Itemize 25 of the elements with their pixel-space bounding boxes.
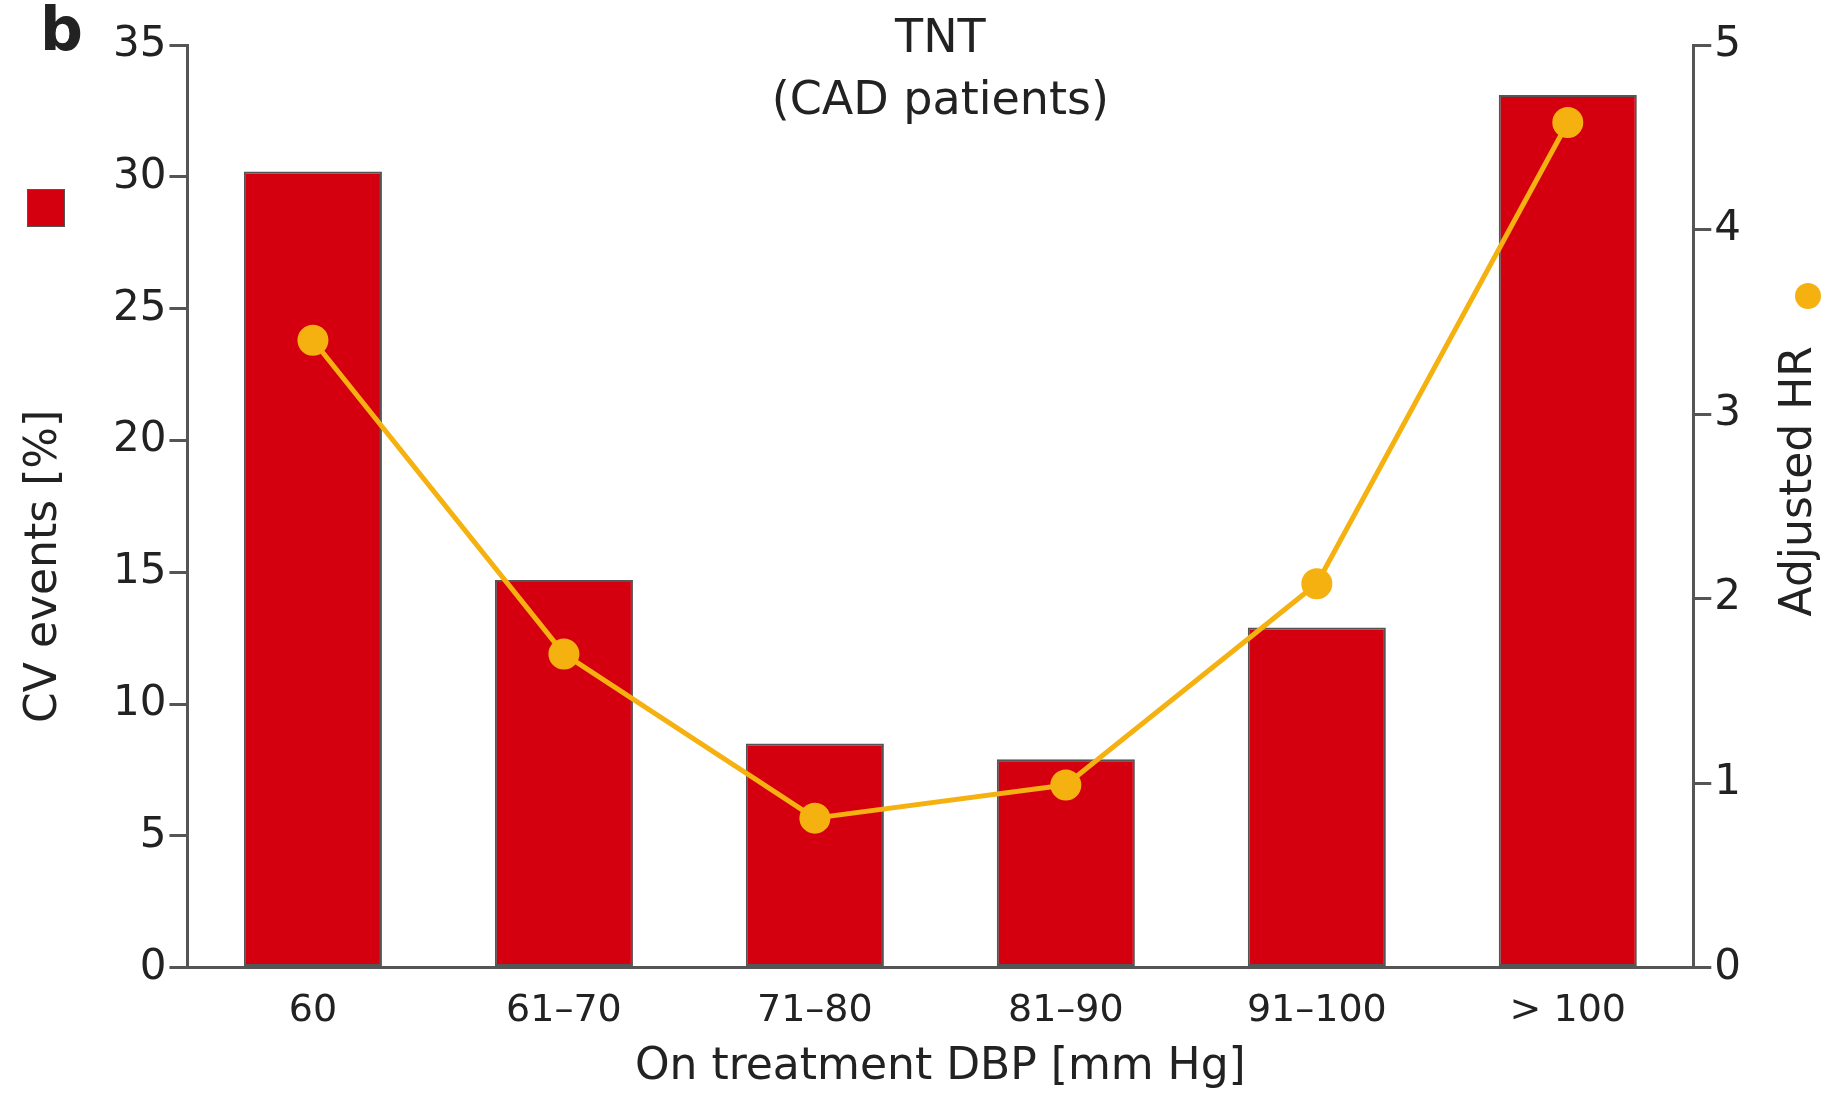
chart-title: TNT (CAD patients) [771,8,1109,125]
x-tick-label: 71–80 [757,986,873,1031]
y2-tick-label: 5 [1714,16,1742,66]
y-tick-label: 30 [112,148,167,198]
y-tick-label: 35 [112,16,167,66]
y-axis-title: CV events [%] [15,409,67,723]
y-tick-label: 5 [139,807,167,857]
x-tick-label: 91–100 [1246,986,1387,1031]
y2-tick-label: 3 [1714,385,1742,435]
y-tick-label: 25 [112,280,167,330]
y-tick-label: 15 [112,544,167,594]
y2-tick-label: 4 [1714,201,1742,251]
x-tick-label: 61–70 [506,986,622,1031]
x-tick-label: > 100 [1509,986,1627,1031]
y2-axis-title: Adjusted HR [1770,346,1822,617]
x-tick-label: 81–90 [1007,986,1124,1031]
x-tick-label: 60 [288,986,338,1031]
y2-tick-label: 0 [1714,939,1742,989]
y2-tick-label: 2 [1714,570,1742,620]
x-axis-title: On treatment DBP [mm Hg] [634,1038,1246,1090]
y-tick-label: 20 [112,412,167,462]
y-tick-label: 10 [112,675,167,725]
text: b [40,0,83,64]
y-tick-label: 0 [139,939,167,989]
y2-tick-label: 1 [1714,754,1742,804]
